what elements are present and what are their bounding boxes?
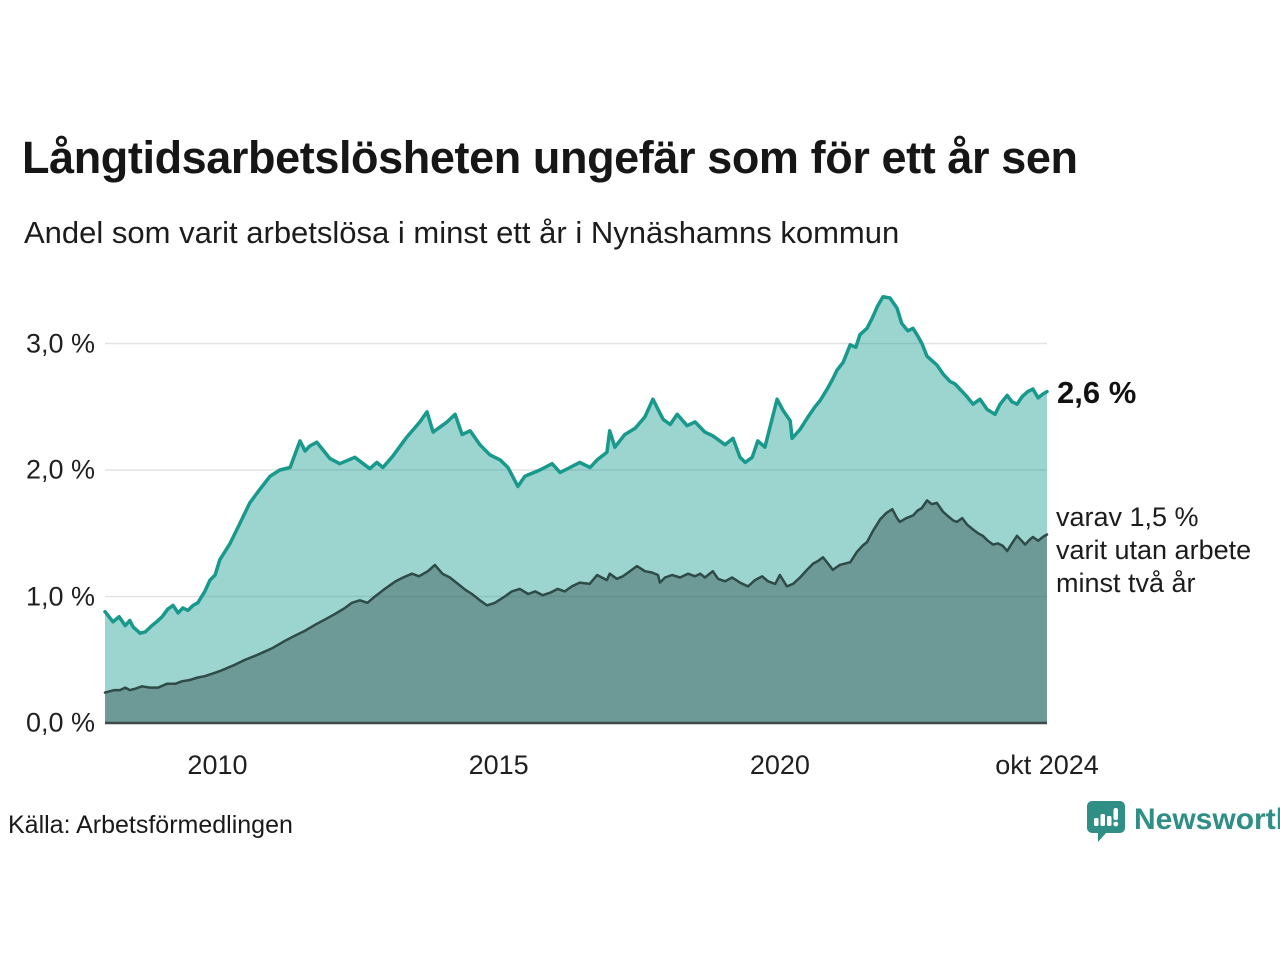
x-tick-label: 2015 <box>468 750 529 780</box>
source-attribution: Källa: Arbetsförmedlingen <box>8 811 293 839</box>
chart-subtitle: Andel som varit arbetslösa i minst ett å… <box>24 215 900 250</box>
x-tick-label: okt 2024 <box>995 750 1099 780</box>
note-line-2: varit utan arbete <box>1056 535 1252 565</box>
series-line-two-years <box>103 499 1049 694</box>
area-fill-two-years <box>105 500 1047 723</box>
page-title: Långtidsarbetslösheten ungefär som för e… <box>22 132 1078 183</box>
exclamation-bar <box>1113 808 1118 820</box>
area-fill-one-year <box>105 296 1047 723</box>
y-tick-label: 1,0 % <box>25 581 95 611</box>
bar-2 <box>1100 814 1105 826</box>
x-tick-label: 2010 <box>187 750 248 780</box>
note-line-3: minst två år <box>1056 568 1196 598</box>
series-end-note: varav 1,5 % varit utan arbete minst två … <box>1056 501 1251 600</box>
y-tick-label: 3,0 % <box>25 328 95 358</box>
y-tick-label: 0,0 % <box>25 707 95 738</box>
exclamation-dot <box>1113 821 1119 827</box>
x-tick-label: 2020 <box>749 750 810 780</box>
bar-1 <box>1094 818 1099 826</box>
newsworthy-logo: Newsworthy <box>1086 800 1280 844</box>
bar-3 <box>1107 816 1112 826</box>
y-tick-label: 2,0 % <box>25 454 95 485</box>
note-line-1: varav 1,5 % <box>1056 502 1199 532</box>
series-line-one-year <box>103 294 1049 635</box>
bubble-shape <box>1087 801 1125 842</box>
brand-wordmark: Newsworthy <box>1134 803 1280 836</box>
newsworthy-bubble-icon <box>1087 801 1125 842</box>
series-end-value-label: 2,6 % <box>1057 375 1137 410</box>
